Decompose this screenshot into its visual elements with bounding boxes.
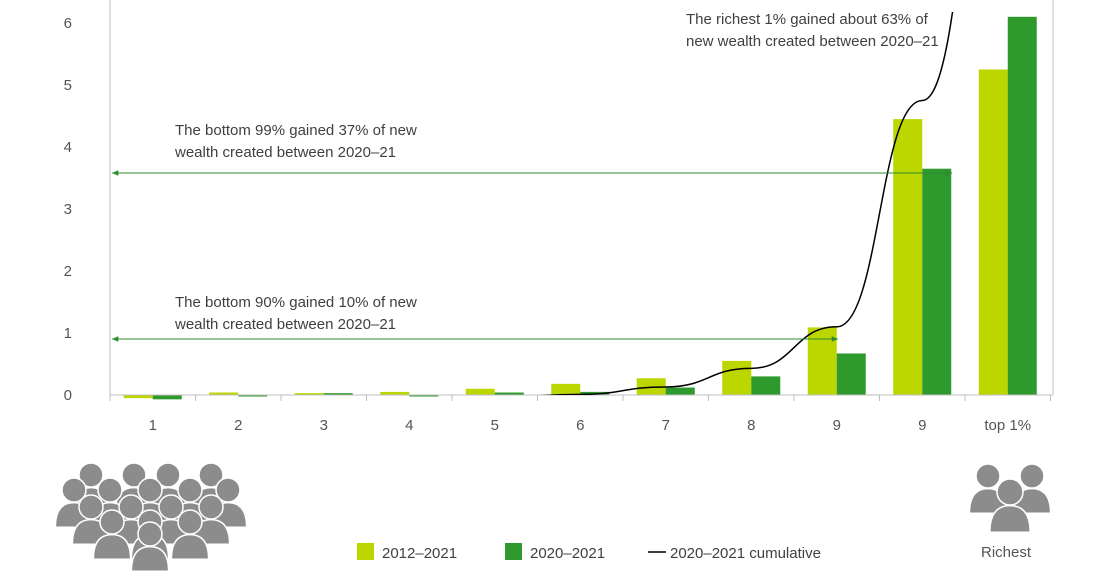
- x-tick-label: 4: [405, 417, 413, 434]
- x-tick-label: 9: [918, 417, 926, 434]
- person-icon: [92, 509, 132, 560]
- bar-2012-2021: [294, 393, 324, 395]
- bar-2012-2021: [209, 392, 239, 395]
- y-tick-label: 0: [64, 387, 72, 404]
- bar-2012-2021: [722, 360, 752, 395]
- person-body: [130, 545, 170, 572]
- x-tick-label: 9: [833, 417, 841, 434]
- y-tick-label: 3: [64, 201, 72, 218]
- cumulative-line-path: [540, 12, 954, 395]
- legend-2012-2021: 2012–2021: [357, 543, 457, 562]
- bar-2012-2021: [551, 383, 581, 395]
- y-tick-label: 1: [64, 325, 72, 342]
- bar-2020-2021: [751, 376, 781, 395]
- x-tick-label: top 1%: [984, 417, 1031, 434]
- bar-2020-2021: [238, 395, 268, 397]
- annotation-text: The bottom 90% gained 10% of new: [175, 294, 417, 311]
- person-head: [137, 477, 163, 503]
- x-axis: 1 2 3 4 5 6 7 8 9 9 top 1%: [109, 394, 1053, 434]
- bar-2020-2021: [665, 387, 695, 395]
- person-icon: [170, 509, 210, 560]
- crowd-icon: [54, 462, 248, 572]
- legend-swatch: [357, 543, 374, 560]
- legend-label: 2020–2021 cumulative: [670, 545, 821, 562]
- bars: [123, 16, 1037, 400]
- x-tick-label: 7: [662, 417, 670, 434]
- x-tick-label: 5: [491, 417, 499, 434]
- y-axis: 0 1 2 3 4 5 6: [64, 0, 1054, 404]
- x-tick-label: 1: [149, 417, 157, 434]
- person-body: [92, 533, 132, 560]
- person-head: [177, 509, 203, 535]
- bar-2020-2021: [1007, 16, 1037, 396]
- person-head: [99, 509, 125, 535]
- legend: 2012–2021 2020–2021 2020–2021 cumulative: [357, 543, 821, 562]
- y-tick-label: 2: [64, 263, 72, 280]
- person-head: [177, 477, 203, 503]
- person-head: [137, 521, 163, 547]
- person-head: [975, 463, 1001, 489]
- bar-2012-2021: [380, 391, 410, 395]
- annotations: The bottom 99% gained 37% of new wealth c…: [112, 11, 952, 342]
- person-icon: [989, 478, 1031, 534]
- richest-icon: [968, 463, 1052, 534]
- annotation-text: wealth created between 2020–21: [174, 316, 396, 333]
- legend-cumulative: 2020–2021 cumulative: [648, 545, 821, 562]
- legend-label: 2012–2021: [382, 545, 457, 562]
- annotation-text: new wealth created between 2020–21: [686, 33, 939, 50]
- x-tick-label: 3: [320, 417, 328, 434]
- person-head: [198, 494, 224, 520]
- y-tick-label: 4: [64, 139, 72, 156]
- person-body: [170, 533, 210, 560]
- bar-2012-2021: [893, 119, 923, 395]
- bar-2020-2021: [494, 392, 524, 395]
- person-icon: [130, 521, 170, 572]
- bar-2020-2021: [922, 168, 952, 395]
- person-body: [989, 504, 1031, 534]
- legend-label: 2020–2021: [530, 545, 605, 562]
- bar-2012-2021: [123, 395, 153, 399]
- bar-2020-2021: [409, 395, 439, 397]
- person-head: [996, 478, 1024, 506]
- annotation-text: The richest 1% gained about 63% of: [686, 11, 929, 28]
- legend-2020-2021: 2020–2021: [505, 543, 605, 562]
- x-tick-label: 6: [576, 417, 584, 434]
- bar-2012-2021: [807, 327, 837, 395]
- annotation-text: wealth created between 2020–21: [174, 144, 396, 161]
- person-head: [1019, 463, 1045, 489]
- bar-2012-2021: [978, 69, 1008, 395]
- person-head: [78, 494, 104, 520]
- bar-2012-2021: [465, 388, 495, 395]
- bar-2020-2021: [836, 353, 866, 395]
- people-icons: Richest: [54, 462, 1052, 572]
- legend-swatch: [505, 543, 522, 560]
- bar-2020-2021: [152, 395, 182, 400]
- y-tick-label: 6: [64, 15, 72, 32]
- x-tick-label: 2: [234, 417, 242, 434]
- cumulative-line: [540, 12, 954, 395]
- person-head: [97, 477, 123, 503]
- annotation-text: The bottom 99% gained 37% of new: [175, 122, 417, 139]
- x-tick-label: 8: [747, 417, 755, 434]
- richest-label: Richest: [981, 544, 1032, 561]
- y-tick-label: 5: [64, 77, 72, 94]
- bar-2020-2021: [323, 393, 353, 395]
